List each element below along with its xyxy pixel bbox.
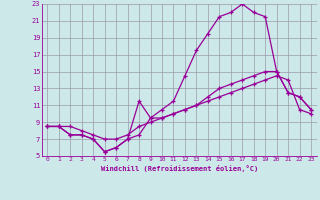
X-axis label: Windchill (Refroidissement éolien,°C): Windchill (Refroidissement éolien,°C)	[100, 165, 258, 172]
